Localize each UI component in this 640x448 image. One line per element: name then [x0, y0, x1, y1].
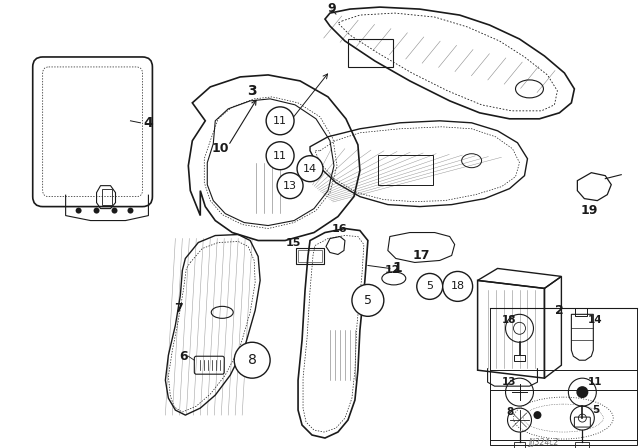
Bar	[298, 250, 322, 263]
Text: 12: 12	[385, 266, 401, 276]
Circle shape	[534, 411, 541, 419]
Text: 9: 9	[328, 2, 336, 15]
Circle shape	[266, 107, 294, 135]
Circle shape	[111, 207, 118, 214]
Text: 15: 15	[285, 237, 301, 247]
Text: 2: 2	[555, 304, 564, 317]
Text: 3: 3	[247, 84, 257, 98]
Circle shape	[277, 172, 303, 198]
Text: 11: 11	[588, 377, 603, 387]
Circle shape	[127, 207, 134, 214]
Text: 11: 11	[273, 151, 287, 161]
Text: 18: 18	[451, 281, 465, 291]
Circle shape	[234, 342, 270, 378]
Bar	[296, 249, 324, 264]
Bar	[490, 308, 637, 440]
Text: 16: 16	[332, 224, 348, 233]
Bar	[102, 189, 111, 205]
Text: 13: 13	[502, 377, 516, 387]
Bar	[378, 155, 433, 185]
Circle shape	[93, 207, 100, 214]
Circle shape	[352, 284, 384, 316]
Text: 5: 5	[364, 294, 372, 307]
Text: 6: 6	[179, 350, 188, 363]
Bar	[513, 442, 525, 448]
Text: 1: 1	[393, 262, 403, 276]
Text: 17: 17	[413, 249, 431, 262]
Text: 14: 14	[303, 164, 317, 174]
Text: 11: 11	[273, 116, 287, 126]
Text: 13: 13	[283, 181, 297, 191]
Circle shape	[417, 273, 443, 299]
Text: 7: 7	[174, 302, 183, 315]
Bar	[575, 442, 589, 448]
Circle shape	[76, 207, 81, 214]
Circle shape	[443, 271, 472, 302]
Text: 18: 18	[502, 315, 516, 325]
Bar	[575, 308, 588, 316]
Text: JJJ324c2: JJJ324c2	[528, 438, 559, 447]
Text: 10: 10	[211, 142, 229, 155]
Circle shape	[577, 386, 588, 398]
Text: 19: 19	[580, 204, 598, 217]
Bar	[490, 390, 637, 445]
Text: 5: 5	[592, 405, 599, 415]
Text: 4: 4	[143, 116, 154, 130]
Text: 8: 8	[248, 353, 257, 367]
Circle shape	[297, 156, 323, 181]
Bar	[348, 39, 393, 67]
Text: 5: 5	[426, 281, 433, 291]
Text: 14: 14	[588, 315, 603, 325]
Bar	[513, 355, 525, 361]
Circle shape	[266, 142, 294, 170]
Text: 8: 8	[506, 407, 513, 417]
